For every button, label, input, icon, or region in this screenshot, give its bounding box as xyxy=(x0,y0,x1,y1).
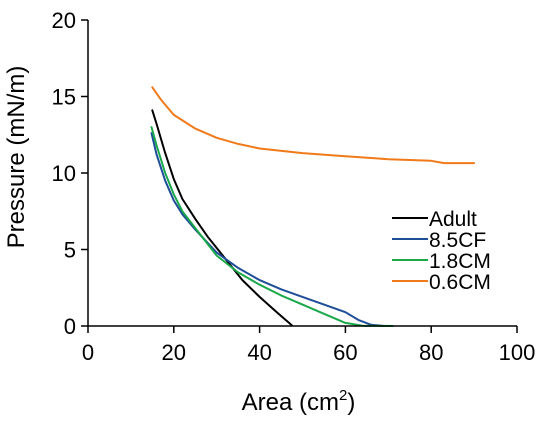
series-line-8-5cf xyxy=(150,132,385,327)
x-tick-label: 0 xyxy=(82,340,94,365)
x-tick-label: 100 xyxy=(499,340,536,365)
y-tick-label: 15 xyxy=(52,85,76,110)
series-line-0-6cm xyxy=(151,86,476,165)
y-axis-title: Pressure (mN/m) xyxy=(3,66,30,249)
x-axis-title: Area (cm2) xyxy=(242,387,356,416)
y-tick-label: 10 xyxy=(52,161,76,186)
x-ticks: 0 20 40 60 80 100 xyxy=(82,326,535,365)
x-axis-title-main: Area (cm xyxy=(242,389,339,416)
series-line-1-8cm xyxy=(150,126,394,327)
x-tick-label: 20 xyxy=(162,340,186,365)
legend-label: 1.8CM xyxy=(429,250,491,273)
y-tick-label: 5 xyxy=(64,238,76,263)
legend-label: 8.5CF xyxy=(429,229,486,252)
legend-label: 0.6CM xyxy=(429,271,491,294)
series-line-adult xyxy=(151,109,293,327)
y-tick-label: 0 xyxy=(64,314,76,339)
x-axis-title-sup: 2 xyxy=(339,387,347,404)
x-tick-label: 40 xyxy=(247,340,271,365)
plot-area xyxy=(150,86,476,327)
y-ticks: 0 5 10 15 20 xyxy=(52,8,88,339)
y-tick-label: 20 xyxy=(52,8,76,33)
legend-label: Adult xyxy=(429,208,477,231)
x-tick-label: 80 xyxy=(419,340,443,365)
axes: 0 20 40 60 80 100 0 5 10 15 20 xyxy=(52,8,536,365)
x-tick-label: 60 xyxy=(333,340,357,365)
x-axis-title-close: ) xyxy=(347,389,355,416)
